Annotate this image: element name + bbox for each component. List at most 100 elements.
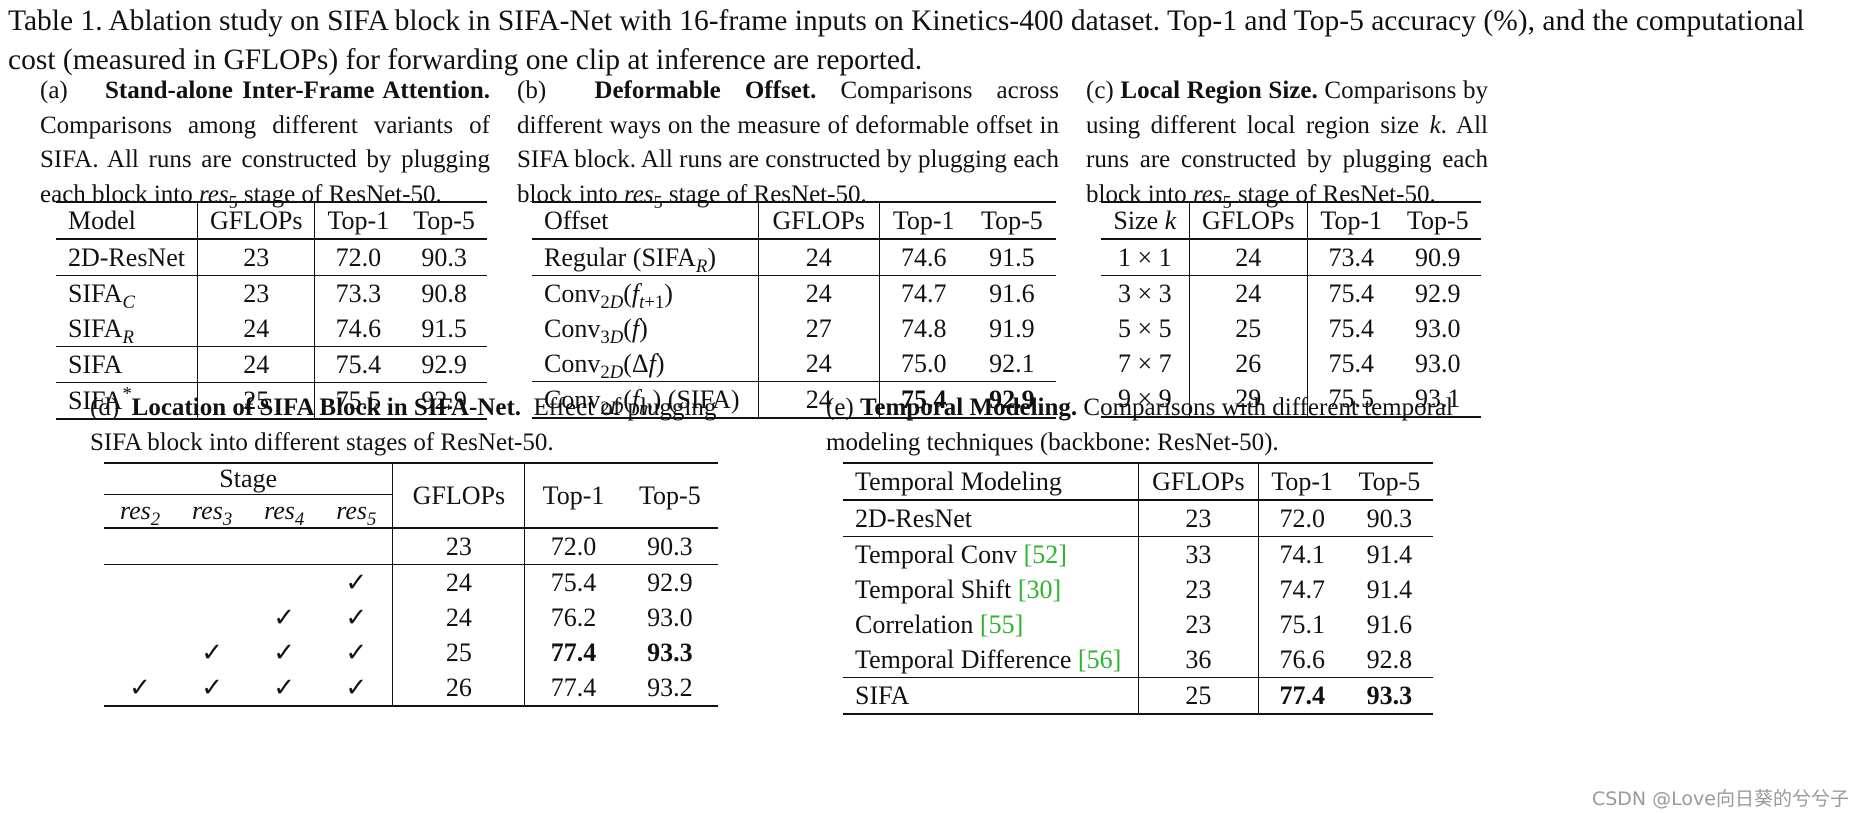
- cell-gflops: 24: [758, 239, 880, 276]
- cell-res4: ✓: [273, 602, 296, 632]
- header-model: Model: [56, 202, 198, 239]
- panel-e-description: (e) Temporal Modeling. Comparisons with …: [826, 391, 1466, 460]
- cell-top5: 91.9: [989, 313, 1035, 343]
- cell-top5: 90.9: [1415, 242, 1461, 272]
- header-top1: Top-1: [1320, 205, 1383, 235]
- table-row: ✓ ✓ ✓ 25 77.4 93.3: [104, 635, 718, 670]
- header-offset: Offset: [532, 202, 759, 239]
- cell-top5: 93.0: [1415, 348, 1461, 378]
- cell-size: 3 × 3: [1101, 275, 1190, 311]
- cell-gflops: 24: [392, 564, 526, 600]
- table-row: Conv2D(ft+1) 24 74.7 91.6: [532, 275, 1056, 312]
- panel-d-description: (d) Location of SIFA Block in SIFA-Net. …: [90, 391, 730, 460]
- cell-gflops: 25: [197, 382, 316, 419]
- cell-top1: 76.6: [1279, 644, 1325, 674]
- cell-top5: 92.1: [989, 348, 1035, 378]
- cell-top5: 93.0: [647, 602, 693, 632]
- panel-a-table: Model GFLOPs Top-1 Top-5 2D-ResNet 23 72…: [56, 201, 487, 420]
- cell-top5: 93.1: [1415, 383, 1461, 413]
- cell-top1: 74.1: [1279, 539, 1325, 569]
- cell-top1: 72.0: [550, 531, 597, 561]
- cell-gflops: 29: [1189, 381, 1309, 417]
- cell-res5: ✓: [345, 567, 368, 597]
- header-top1: Top-1: [892, 205, 955, 235]
- citation-link[interactable]: [55]: [979, 609, 1024, 639]
- header-res2: res2: [119, 496, 161, 531]
- cell-top1: 75.4: [1328, 348, 1375, 378]
- cell-gflops: 33: [1138, 536, 1259, 572]
- cell-top1: 74.6: [335, 313, 382, 343]
- cell-model: SIFAC: [56, 275, 198, 312]
- cell-top1: 75.1: [1279, 609, 1325, 639]
- header-res4: res4: [264, 496, 305, 531]
- cell-gflops: 24: [1189, 239, 1309, 276]
- panel-b-label: (b): [517, 77, 547, 104]
- cell-gflops: 23: [392, 528, 526, 565]
- cell-top5: 92.9: [1415, 278, 1461, 308]
- cell-top1: 76.2: [550, 602, 597, 632]
- panel-a-description: (a) Stand-alone Inter-Frame Attention. C…: [40, 77, 490, 212]
- cell-gflops: 23: [197, 239, 316, 276]
- cell-top5: 90.3: [647, 531, 693, 561]
- cell-top1: 73.3: [335, 278, 382, 308]
- cell-top5: 91.4: [1366, 574, 1413, 604]
- cell-top1: 75.4: [335, 349, 382, 379]
- cell-res3: [176, 528, 248, 565]
- table-row: Conv3D(f) 27 74.8 91.9: [532, 311, 1056, 347]
- table-row: Conv2D(fm) (SIFA) 24 75.4 92.9: [532, 381, 1056, 418]
- cell-name: Temporal Conv [52]: [843, 536, 1140, 572]
- table-row: ✓ ✓ 24 76.2 93.0: [104, 600, 718, 635]
- header-top5: Top-5: [1406, 205, 1469, 235]
- cell-gflops: 26: [1189, 346, 1309, 381]
- cell-size: 9 × 9: [1101, 381, 1190, 417]
- cell-top1: 75.0: [900, 348, 947, 378]
- citation-link[interactable]: [52]: [1023, 539, 1067, 569]
- cell-top1: 75.4: [900, 384, 947, 414]
- panel-e-label: (e): [826, 394, 854, 421]
- citation-link[interactable]: [56]: [1077, 644, 1122, 674]
- cell-res2: [104, 600, 176, 635]
- cell-res5: ✓: [345, 602, 368, 632]
- header-gflops: GFLOPs: [1189, 202, 1309, 239]
- table-row: 7 × 7 26 75.4 93.0: [1101, 346, 1481, 381]
- cell-top5: 93.3: [1366, 680, 1413, 710]
- cell-top1: 75.5: [335, 385, 382, 415]
- cell-gflops: 24: [758, 381, 880, 418]
- table-row: Temporal Difference [56] 36 76.6 92.8: [843, 642, 1433, 678]
- cell-top5: 92.8: [1366, 644, 1413, 674]
- citation-link[interactable]: [30]: [1017, 574, 1062, 604]
- cell-gflops: 24: [758, 275, 880, 311]
- table-row: 5 × 5 25 75.4 93.0: [1101, 311, 1481, 346]
- cell-top5: 92.9: [421, 349, 467, 379]
- cell-gflops: 36: [1138, 642, 1259, 678]
- cell-res4: [248, 528, 320, 565]
- cell-gflops: 26: [392, 670, 526, 706]
- table-row: SIFA* 25 75.5 92.9: [56, 382, 487, 419]
- cell-gflops: 24: [1189, 275, 1309, 311]
- cell-gflops: 23: [1138, 500, 1259, 537]
- cell-top1: 72.0: [1279, 503, 1325, 533]
- table-row: ✓ 24 75.4 92.9: [104, 564, 718, 600]
- cell-name: Correlation [55]: [843, 607, 1140, 642]
- cell-offset: Conv3D(f): [532, 311, 759, 347]
- cell-model: SIFA: [56, 346, 198, 383]
- panel-d-title: Location of SIFA Block in SIFA-Net.: [131, 394, 522, 421]
- cell-res3: [176, 600, 248, 635]
- cell-top1: 75.4: [550, 567, 597, 597]
- cell-top5: 92.9: [989, 384, 1035, 414]
- table-row: 2D-ResNet 23 72.0 90.3: [843, 500, 1433, 537]
- cell-res2: [104, 635, 176, 670]
- cell-top1: 74.7: [1279, 574, 1325, 604]
- cell-gflops: 27: [758, 311, 880, 346]
- table-row: 1 × 1 24 73.4 90.9: [1101, 239, 1481, 276]
- cell-gflops: 25: [1189, 311, 1309, 346]
- panel-e-title: Temporal Modeling.: [860, 394, 1078, 421]
- panel-b-table: Offset GFLOPs Top-1 Top-5 Regular (SIFAR…: [532, 201, 1056, 419]
- cell-top5: 93.3: [647, 637, 693, 667]
- table-caption: Table 1. Ablation study on SIFA block in…: [8, 5, 1805, 76]
- table-row: 3 × 3 24 75.4 92.9: [1101, 275, 1481, 311]
- header-gflops: GFLOPs: [758, 202, 880, 239]
- cell-top1: 74.6: [900, 242, 947, 272]
- row-name: Temporal Conv: [855, 539, 1018, 569]
- header-stage: Stage: [104, 463, 393, 495]
